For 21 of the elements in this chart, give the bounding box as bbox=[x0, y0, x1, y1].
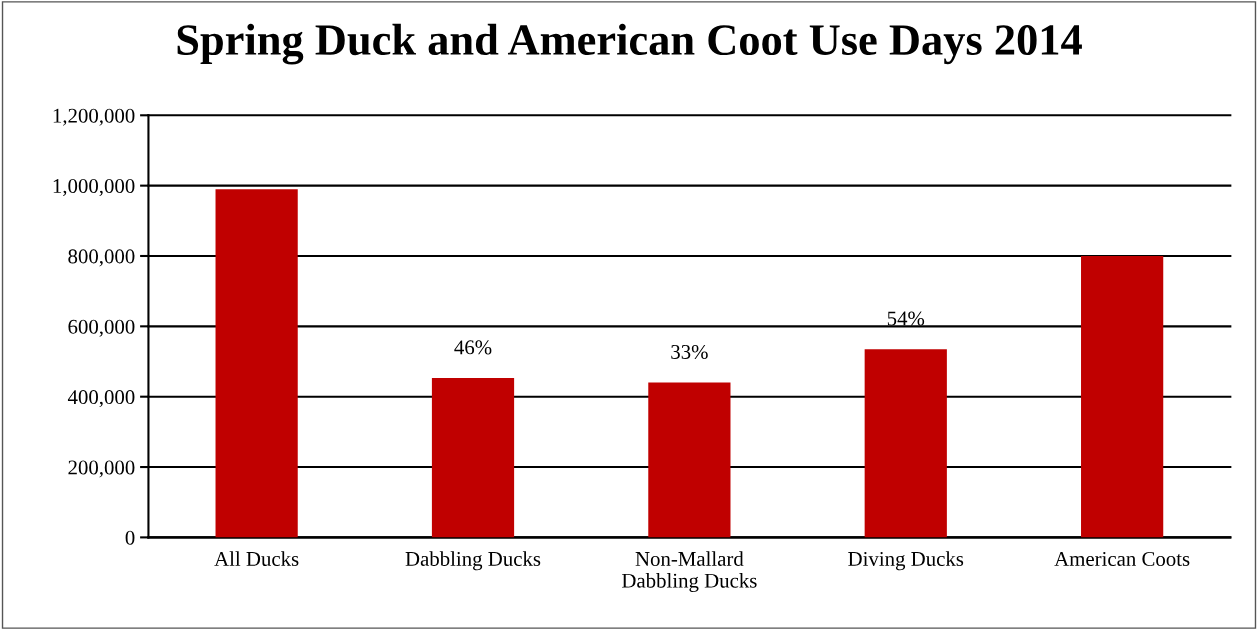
x-tick-label: Diving Ducks bbox=[848, 551, 964, 571]
y-tick-label: 800,000 bbox=[68, 249, 135, 267]
x-tick-label: American Coots bbox=[1054, 551, 1190, 566]
x-tick-label: Dabbling Ducks bbox=[405, 551, 541, 571]
y-tick-label: 1,000,000 bbox=[53, 179, 135, 197]
y-tick-label: 200,000 bbox=[68, 460, 135, 478]
x-tick-label: Non-Mallard Dabbling Ducks bbox=[621, 551, 757, 593]
chart-title: Spring Duck and American Coot Use Days 2014 bbox=[177, 23, 1082, 65]
annotation: 33% bbox=[671, 344, 708, 360]
y-tick-label: 600,000 bbox=[68, 319, 135, 337]
annotation: 46% bbox=[454, 340, 492, 355]
bar bbox=[1081, 255, 1164, 538]
bar bbox=[431, 378, 515, 538]
y-tick-label: 400,000 bbox=[67, 390, 135, 408]
y-tick-label: 0 bbox=[125, 530, 135, 545]
y-tick-label: 1,200,000 bbox=[53, 108, 135, 126]
bar bbox=[864, 349, 947, 538]
bar bbox=[215, 189, 298, 538]
x-tick-label: All Ducks bbox=[214, 551, 299, 566]
annotation: 54% bbox=[887, 311, 925, 326]
bar bbox=[648, 382, 731, 538]
